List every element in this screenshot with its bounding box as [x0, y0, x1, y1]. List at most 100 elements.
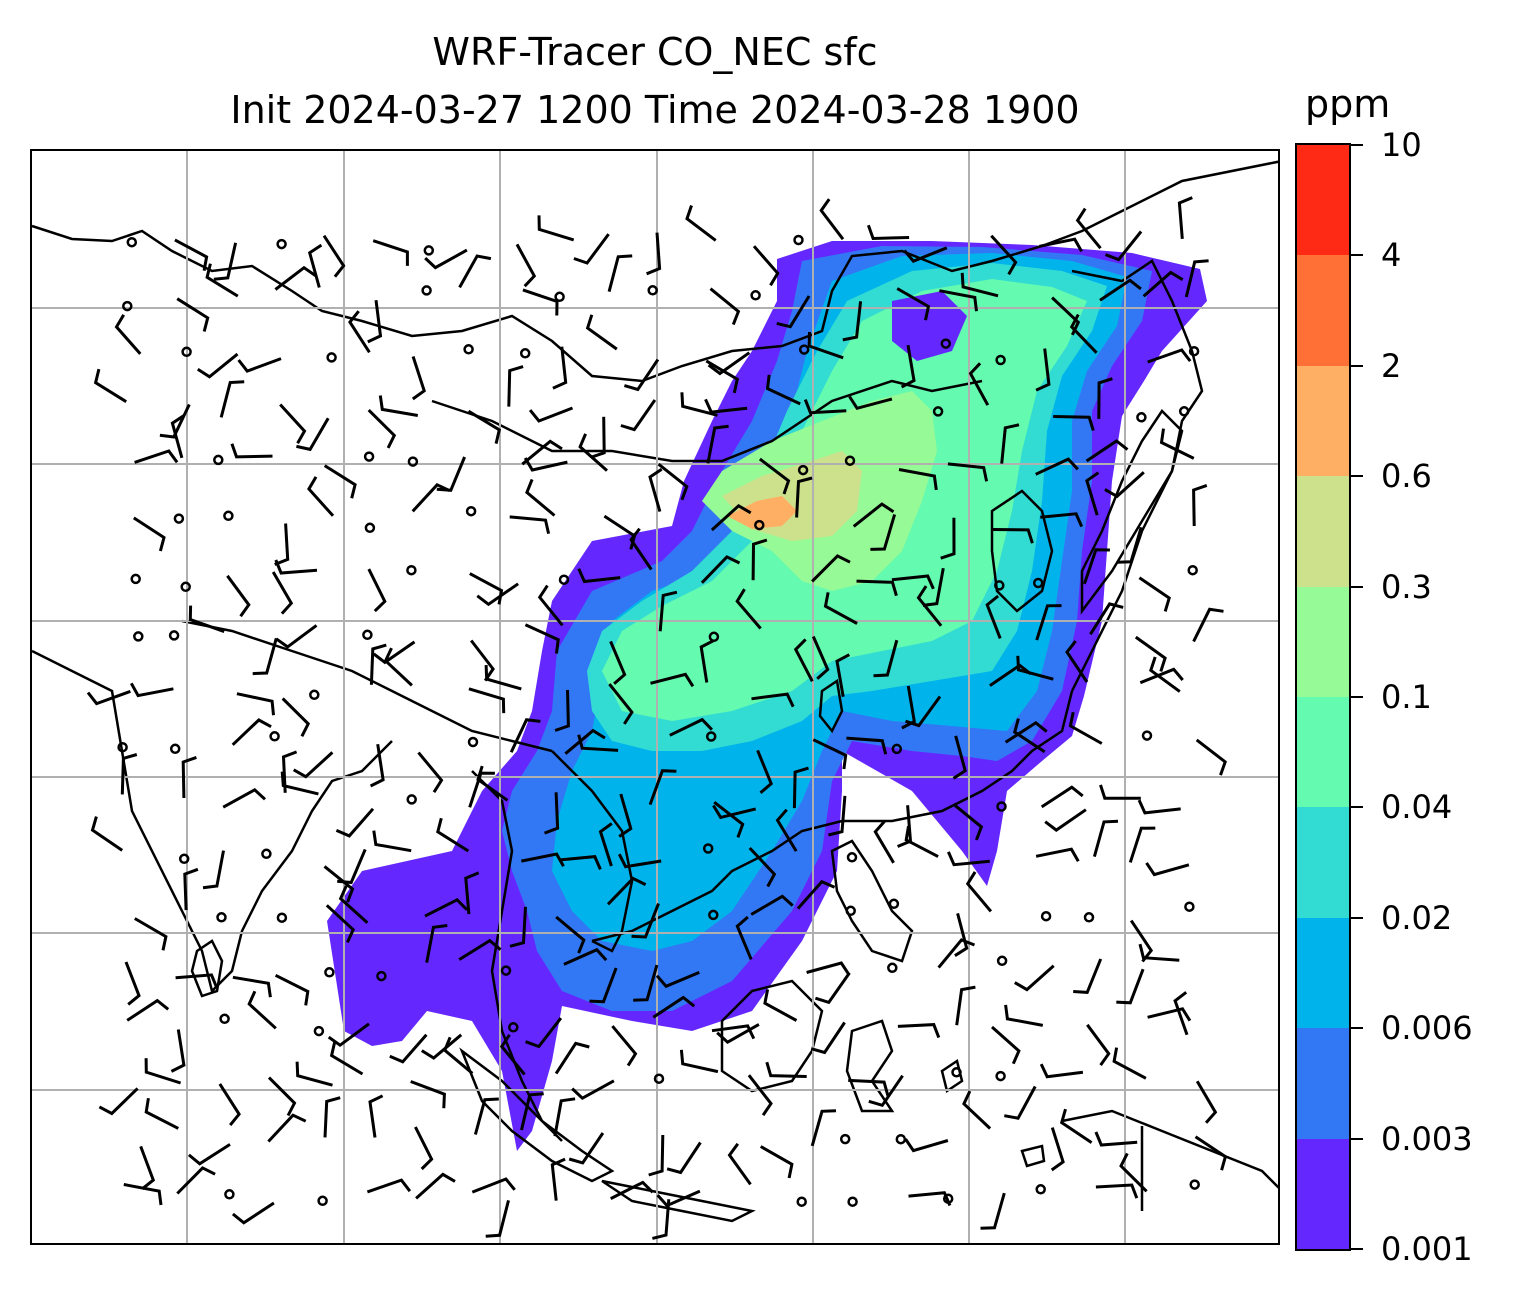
wind-barb	[939, 289, 978, 312]
wind-barb	[327, 1022, 370, 1048]
wind-barb	[93, 368, 127, 403]
wind-barb	[329, 1041, 364, 1076]
calm-wind-marker	[996, 955, 1008, 967]
wind-barb	[835, 653, 851, 697]
wind-barb	[648, 769, 677, 806]
wind-barb	[410, 1080, 446, 1109]
wind-barb	[1159, 428, 1195, 460]
wind-barb	[650, 672, 695, 688]
calm-wind-marker	[213, 454, 224, 466]
colorbar-bin	[1297, 255, 1349, 366]
colorbar-bin	[1297, 586, 1349, 697]
wind-barb	[623, 358, 660, 392]
wind-barb	[1099, 278, 1142, 302]
wind-barb	[607, 254, 633, 292]
wind-barb	[795, 476, 813, 518]
wind-barb	[554, 689, 570, 732]
calm-wind-marker	[845, 905, 856, 917]
wind-barb	[1147, 1007, 1192, 1022]
wind-barb	[1000, 423, 1020, 464]
wind-barb	[609, 640, 627, 685]
calm-wind-marker	[122, 300, 133, 312]
calm-wind-marker	[224, 1189, 235, 1200]
wind-barb	[1112, 1047, 1147, 1080]
wind-barb	[521, 852, 565, 867]
wind-barb	[232, 975, 272, 998]
wind-barb	[629, 527, 653, 571]
wind-barb	[509, 515, 551, 535]
wind-barb	[1004, 1085, 1037, 1120]
calm-wind-marker	[702, 843, 714, 854]
wind-barb	[679, 1049, 719, 1074]
calm-wind-marker	[276, 238, 287, 250]
wind-barb	[905, 695, 942, 728]
wind-barb	[606, 876, 647, 906]
wind-barb	[176, 297, 210, 332]
calm-wind-marker	[839, 1133, 851, 1145]
wind-barb	[900, 344, 916, 389]
wind-barb	[727, 1142, 752, 1186]
wind-barb	[323, 464, 357, 499]
wind-barb	[558, 855, 602, 871]
calm-wind-marker	[1040, 910, 1052, 922]
wind-barb	[281, 697, 311, 737]
colorbar-bin	[1297, 1028, 1349, 1139]
wind-barb	[1039, 237, 1083, 253]
wind-barb	[181, 755, 197, 799]
wind-barb	[424, 248, 468, 270]
wind-barb	[707, 351, 751, 376]
wind-barb	[366, 1178, 412, 1194]
wind-barb	[922, 567, 945, 607]
wind-barb	[1097, 377, 1113, 419]
wind-barb	[735, 588, 762, 630]
wind-barb	[1035, 847, 1080, 863]
calm-wind-marker	[708, 909, 719, 921]
wind-barb	[1059, 1108, 1093, 1144]
wind-barb	[175, 973, 219, 989]
wind-barb	[571, 1079, 615, 1101]
wind-barb	[470, 639, 495, 682]
wind-barb	[758, 457, 791, 495]
wind-barb	[700, 555, 741, 584]
wind-barb	[1139, 667, 1184, 685]
wind-barb	[1192, 607, 1224, 643]
colorbar-tick-label: 0.02	[1381, 898, 1453, 937]
calm-wind-marker	[173, 513, 185, 524]
wind-barb	[335, 807, 375, 838]
wind-barb	[464, 871, 480, 915]
wind-barb	[1147, 348, 1192, 364]
wind-barb	[473, 1097, 499, 1135]
wind-barb	[680, 392, 718, 417]
wind-barb	[222, 787, 267, 809]
wind-barb	[1040, 785, 1084, 809]
tracer-shading	[327, 241, 1207, 1151]
wind-barb	[608, 683, 634, 725]
calm-wind-marker	[891, 743, 903, 755]
colorbar-unit-label: ppm	[1305, 82, 1391, 126]
wind-barb	[577, 568, 621, 584]
calm-wind-marker	[995, 1070, 1006, 1082]
calm-wind-marker	[324, 967, 335, 978]
wind-barb	[896, 287, 931, 321]
colorbar-bin	[1297, 1138, 1349, 1249]
wind-barb	[810, 1021, 846, 1055]
calm-wind-marker	[797, 464, 809, 476]
wind-barb	[828, 795, 847, 837]
wind-barb	[752, 245, 780, 287]
calm-wind-marker	[1188, 345, 1200, 357]
wind-barb	[763, 989, 798, 1022]
wind-barb	[646, 232, 662, 276]
wind-barb	[389, 1033, 428, 1064]
wind-barb	[411, 482, 451, 513]
wind-barb	[1173, 991, 1189, 1036]
colorbar-tick-mark	[1351, 144, 1363, 146]
wind-barb	[713, 801, 745, 838]
calm-wind-marker	[309, 689, 320, 701]
calm-wind-marker	[364, 522, 376, 534]
wind-barb	[852, 502, 895, 528]
calm-wind-marker	[276, 912, 288, 923]
wind-barb	[322, 234, 346, 278]
map-title-line2: Init 2024-03-27 1200 Time 2024-03-28 190…	[230, 88, 1080, 132]
wind-barb	[281, 750, 298, 793]
wind-barb	[129, 682, 174, 698]
